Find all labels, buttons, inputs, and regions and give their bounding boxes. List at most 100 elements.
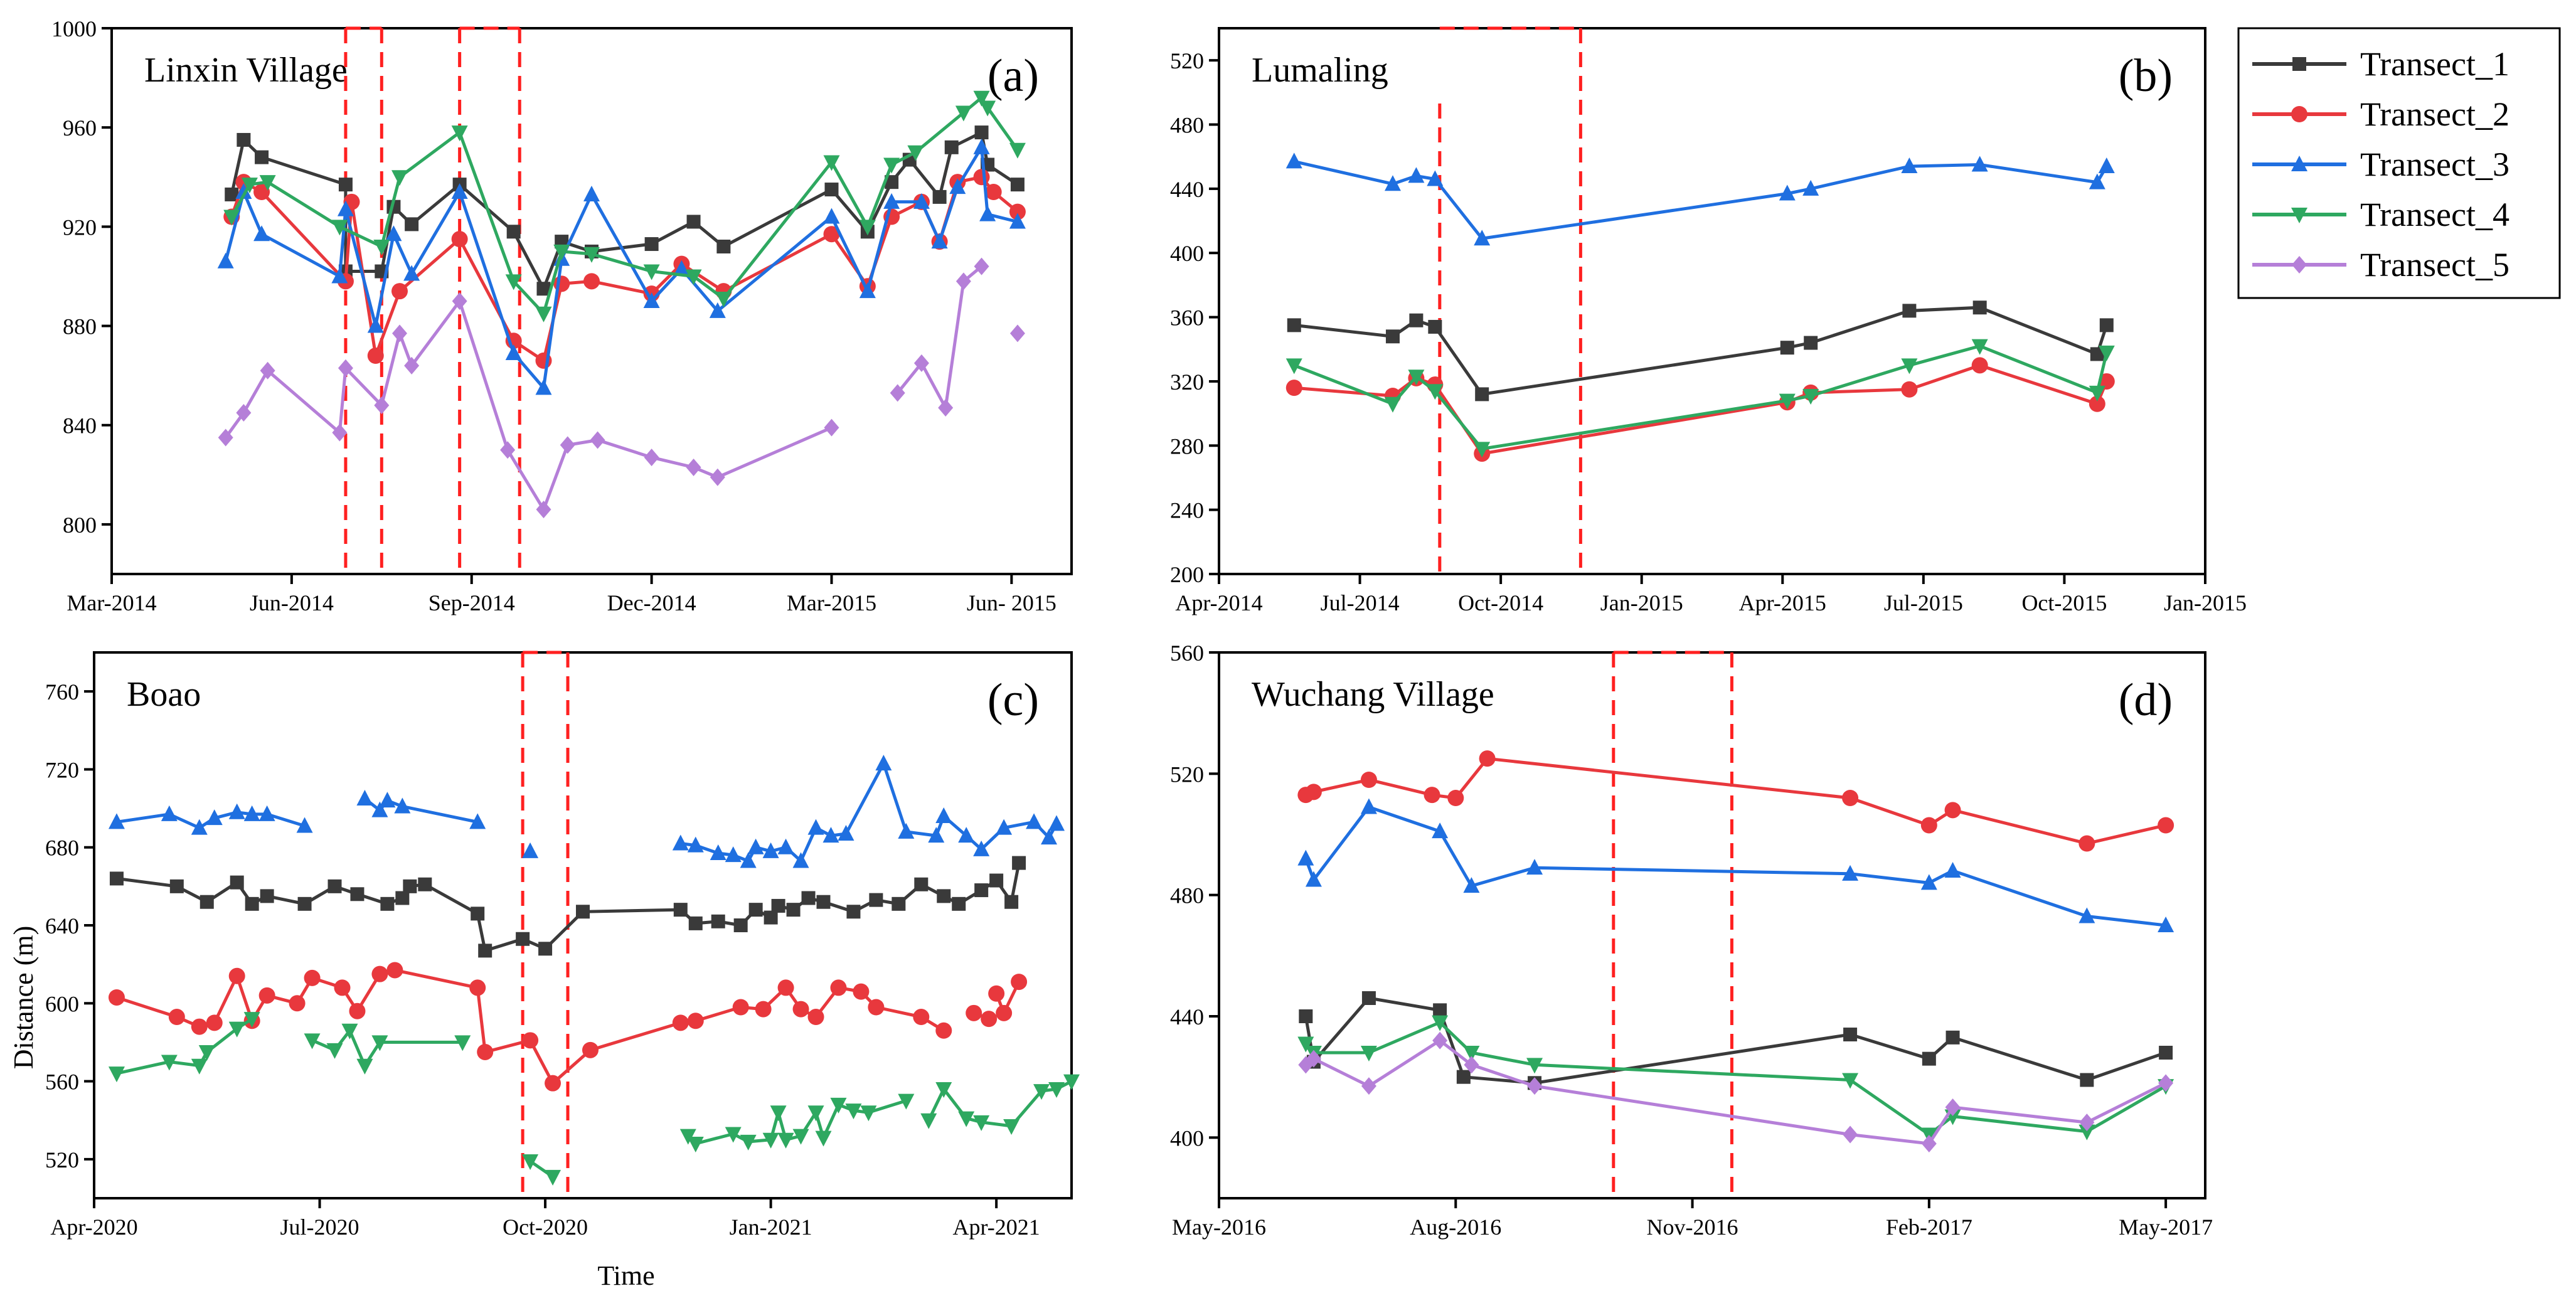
data-point	[1285, 152, 1302, 169]
data-point	[673, 260, 690, 276]
data-point	[931, 233, 948, 249]
data-point	[1842, 864, 1859, 881]
x-tick-label: Jan-2021	[730, 1215, 812, 1240]
data-point	[859, 220, 876, 236]
legend-marker	[2292, 256, 2307, 274]
data-point	[2078, 835, 2095, 852]
data-point	[206, 1014, 223, 1031]
data-point	[883, 193, 900, 209]
data-point	[451, 231, 468, 248]
data-point	[1010, 178, 1025, 192]
series-line	[927, 1080, 1073, 1128]
data-point	[505, 344, 522, 361]
data-point	[838, 824, 854, 841]
data-point	[725, 846, 742, 863]
legend-label: Transect_3	[2360, 146, 2509, 183]
data-point	[331, 267, 348, 284]
data-point	[583, 185, 600, 201]
data-point	[2089, 173, 2105, 189]
data-point	[937, 889, 951, 903]
data-point	[469, 979, 486, 996]
data-point	[553, 244, 570, 260]
x-tick-label: Jul-2014	[1321, 590, 1400, 615]
data-point	[228, 1021, 245, 1038]
data-point	[395, 891, 410, 905]
data-point	[1843, 1125, 1858, 1144]
panel-title: Linxin Village	[144, 51, 348, 90]
data-point	[764, 910, 778, 925]
data-point	[786, 903, 801, 917]
series-line	[1304, 805, 2166, 927]
data-point	[2090, 347, 2104, 361]
x-tick-label: Mar-2015	[787, 590, 876, 615]
data-point	[807, 1009, 824, 1026]
y-tick-label: 640	[45, 913, 79, 938]
x-tick-label: Apr-2020	[50, 1215, 137, 1240]
y-tick-label: 520	[45, 1147, 79, 1172]
data-point	[253, 225, 270, 242]
data-point	[356, 790, 373, 806]
data-point	[974, 257, 989, 275]
y-tick-label: 520	[1170, 762, 1204, 787]
x-tick-label: Dec-2014	[607, 590, 696, 615]
legend-label: Transect_2	[2360, 95, 2509, 133]
data-point	[830, 979, 847, 996]
data-point	[392, 324, 407, 343]
data-point	[979, 100, 996, 117]
data-point	[875, 755, 892, 771]
plot-frame	[1218, 27, 2206, 575]
data-point	[913, 354, 929, 372]
y-tick-label: 680	[45, 836, 79, 861]
data-point	[191, 819, 208, 835]
legend-item: Transect_3	[2252, 146, 2509, 183]
data-point	[740, 852, 757, 868]
data-point	[777, 838, 794, 854]
x-tick-label: Jul-2020	[280, 1215, 359, 1240]
data-point	[1526, 859, 1543, 875]
data-point	[725, 1127, 742, 1143]
y-tick-label: 200	[1170, 562, 1204, 587]
panel-letter: (b)	[2119, 50, 2173, 102]
data-point	[1003, 1119, 1020, 1135]
data-point	[807, 819, 824, 835]
data-point	[2078, 1124, 2095, 1141]
data-point	[2158, 917, 2174, 932]
data-point	[913, 193, 930, 209]
data-point	[770, 1105, 787, 1122]
series-transect-5	[218, 257, 1025, 519]
data-point	[711, 914, 725, 928]
data-point	[356, 1058, 373, 1075]
y-tick-label: 800	[63, 513, 97, 538]
y-tick-label: 840	[63, 413, 97, 439]
data-point	[1384, 175, 1401, 191]
data-point	[334, 979, 351, 996]
panel-d-wuchang-village: May-2016 Aug-2016 Nov-2016 Feb-2017 May-2017…	[1170, 641, 2213, 1240]
legend-marker	[2292, 57, 2306, 71]
data-point	[1447, 790, 1464, 806]
data-point	[260, 889, 274, 903]
data-point	[932, 189, 947, 204]
legend-item: Transect_5	[2252, 246, 2509, 284]
data-point	[1408, 370, 1425, 386]
data-point	[973, 90, 990, 107]
data-point	[391, 170, 408, 186]
data-point	[404, 356, 420, 375]
data-point	[1306, 1050, 1321, 1068]
plot-frame	[110, 27, 1073, 575]
data-point	[1297, 1036, 1314, 1053]
series-transect-4	[1285, 339, 2115, 458]
data-point	[755, 1001, 772, 1018]
data-point	[304, 1033, 321, 1050]
legend-marker	[2291, 156, 2307, 171]
data-point	[367, 348, 384, 364]
data-point	[643, 264, 660, 280]
data-point	[732, 999, 749, 1016]
data-point	[1409, 313, 1424, 327]
data-point	[1033, 1084, 1050, 1100]
data-point	[1971, 156, 1988, 172]
data-point	[522, 1154, 539, 1170]
legend-marker	[2291, 208, 2307, 223]
data-point	[1972, 300, 1987, 315]
x-tick-label: Aug-2016	[1410, 1215, 1501, 1240]
data-point	[350, 887, 365, 901]
